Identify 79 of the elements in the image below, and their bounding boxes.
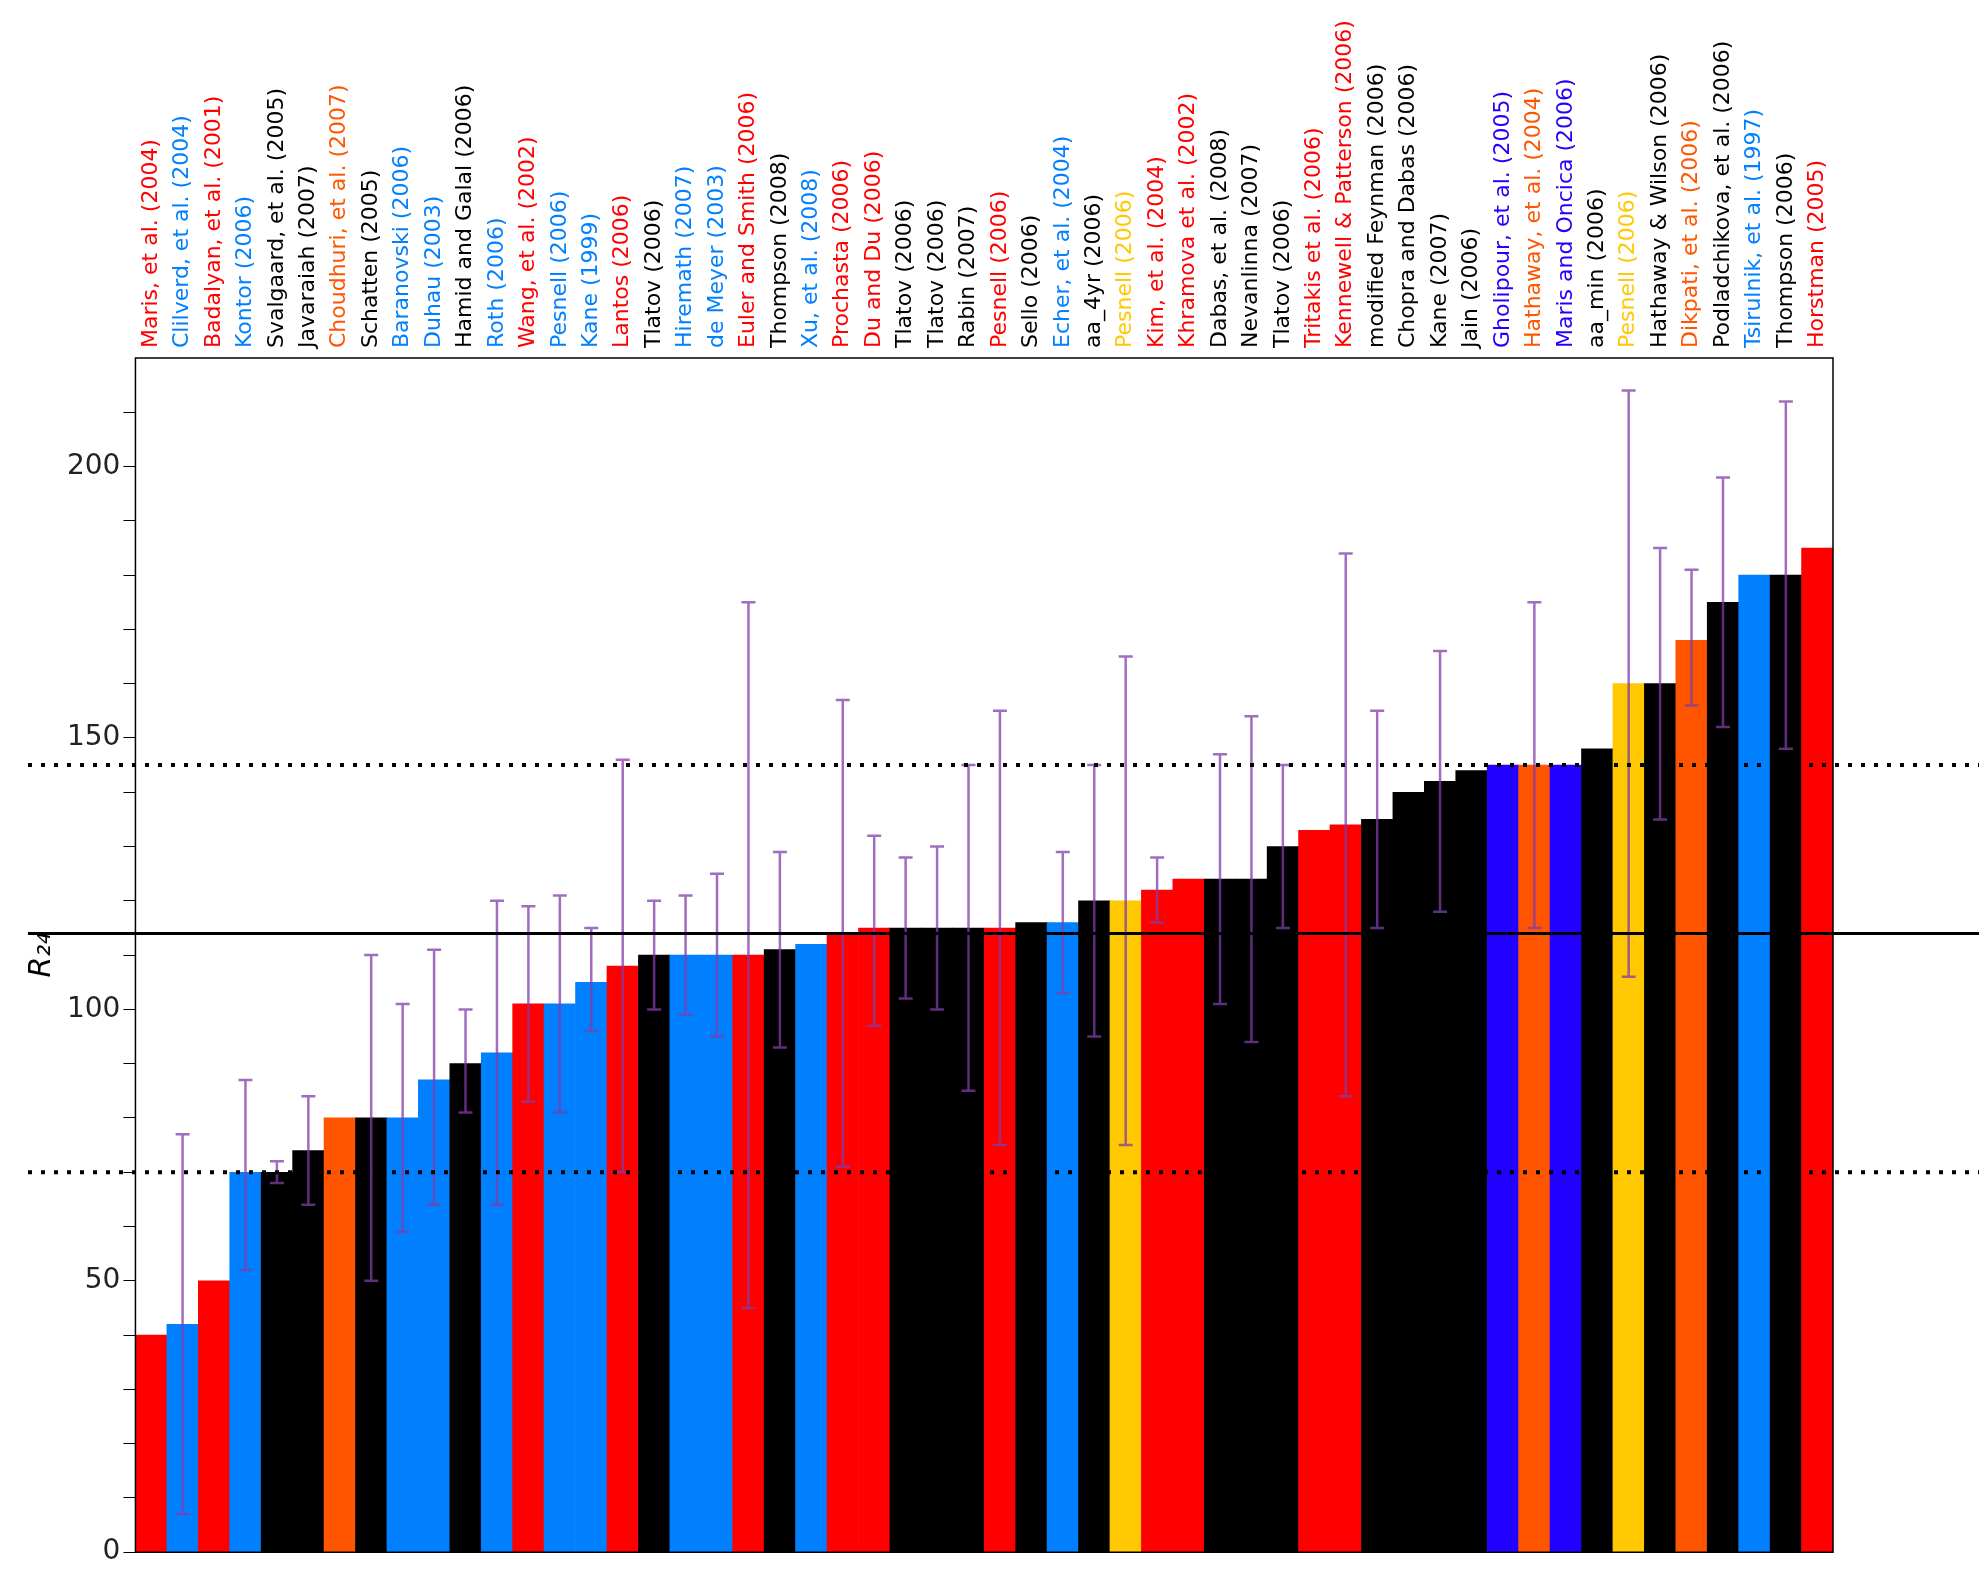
x-tick-label: Javaraiah (2007) (294, 165, 320, 350)
bar (1549, 764, 1582, 1553)
x-tick-label: Tlatov (2006) (891, 199, 917, 349)
x-tick-label: Pesnell (2006) (545, 190, 571, 348)
bar (1518, 764, 1551, 1553)
bar (1801, 547, 1833, 1553)
x-tick-label: Pesnell (2006) (1614, 190, 1640, 348)
y-tick-label: 100 (66, 990, 121, 1024)
x-tick-label: Duhau (2003) (419, 195, 445, 348)
bar (1046, 922, 1079, 1553)
x-tick-label: de Meyer (2003) (702, 165, 728, 348)
x-tick-label: Euler and Smith (2006) (734, 91, 760, 348)
x-tick-label: Maris, et al. (2004) (136, 139, 162, 348)
x-tick-label: Khramova et al. (2002) (1174, 92, 1200, 348)
x-tick-label: Prochasta (2006) (828, 159, 854, 348)
bar (983, 927, 1016, 1553)
x-tick-label: Kennewell & Patterson (2006) (1331, 20, 1357, 348)
x-tick-label: Horstman (2005) (1803, 159, 1828, 348)
x-tick-label: Thompson (2008) (765, 152, 791, 349)
bar (480, 1052, 514, 1553)
x-tick-label: Badalyan, et al. (2001) (199, 95, 225, 348)
bar (1109, 900, 1142, 1553)
bar (1612, 683, 1645, 1553)
x-tick-label: Dikpati, et al. (2006) (1677, 120, 1703, 348)
x-tick-label: Jain (2006) (1457, 227, 1483, 350)
bar (1675, 639, 1708, 1553)
y-tick-label: 200 (66, 447, 121, 481)
bar (732, 954, 765, 1553)
bar (1486, 764, 1519, 1553)
x-tick-label: Kane (1999) (576, 212, 602, 348)
x-tick-label: Tlatov (2006) (639, 199, 665, 349)
x-tick-label: Hiremath (2007) (671, 165, 697, 348)
x-tick-label: Podladchikova, et al. (2006) (1708, 40, 1734, 348)
x-tick-label: Clilverd, et al. (2004) (168, 115, 194, 348)
x-tick-label: Nevanlinna (2007) (1237, 143, 1263, 348)
x-tick-label: Thompson (2006) (1771, 152, 1797, 349)
bar (606, 965, 639, 1553)
x-tick-label: Dabas, et al. (2008) (1205, 128, 1231, 348)
bar (1738, 574, 1771, 1553)
x-tick-label: Rabin (2007) (954, 205, 980, 348)
x-tick-label: Xu, et al. (2008) (797, 169, 823, 348)
x-tick-label: Kim, et al. (2004) (1142, 156, 1168, 348)
x-tick-label: Tlatov (2006) (922, 199, 948, 349)
x-tick-label: Sello (2006) (1017, 214, 1043, 348)
x-tick-label: Baranovski (2006) (388, 146, 414, 348)
x-tick-label: Pesnell (2006) (1111, 190, 1137, 348)
bar (795, 943, 828, 1553)
x-tick-label: Wang, et al. (2002) (514, 136, 540, 348)
x-tick-label: Chopra and Dabas (2006) (1394, 63, 1420, 348)
bar (512, 1003, 545, 1553)
bar (229, 1171, 262, 1553)
x-tick-label: modified Feynman (2006) (1362, 63, 1388, 348)
x-tick-label: Maris and Oncica (2006) (1551, 78, 1577, 348)
x-tick-label: Kane (2007) (1425, 212, 1451, 348)
x-tick-label: Tlatov (2006) (1268, 199, 1294, 349)
x-tick-label: Hathaway & Wilson (2006) (1645, 53, 1671, 348)
bar (197, 1280, 231, 1553)
x-tick-label: Tritakis et al. (2006) (1300, 127, 1326, 349)
bar (135, 1334, 168, 1553)
x-tick-label: Du and Du (2006) (859, 150, 885, 348)
y-axis-title: R₂₄ (21, 932, 57, 978)
x-tick-label: aa_min (2006) (1582, 188, 1609, 348)
x-tick-label: Hathaway, et al. (2004) (1520, 87, 1546, 348)
x-tick-label: aa_4yr (2006) (1079, 193, 1106, 348)
x-tick-label: Kontor (2006) (231, 195, 257, 348)
x-tick-label: Gholipour, et al. (2005) (1488, 91, 1514, 348)
x-tick-label: Lantos (2006) (608, 194, 634, 348)
x-tick-label: Svalgaard, et al. (2005) (262, 87, 288, 348)
x-tick-label: Choudhuri, et al. (2007) (325, 84, 351, 348)
x-tick-label: Pesnell (2006) (985, 190, 1011, 348)
y-tick-label: 50 (84, 1262, 121, 1296)
x-tick-label: Tsirulnik, et al. (1997) (1740, 108, 1766, 349)
bar (323, 1117, 356, 1553)
x-tick-label: Roth (2006) (482, 217, 508, 348)
x-tick-label: Hamid and Galal (2006) (451, 84, 477, 348)
y-tick-label: 150 (66, 719, 121, 753)
x-tick-label: Schatten (2005) (356, 169, 382, 348)
y-tick-label: 0 (102, 1533, 121, 1567)
x-tick-label: Echer, et al. (2004) (1048, 135, 1074, 348)
